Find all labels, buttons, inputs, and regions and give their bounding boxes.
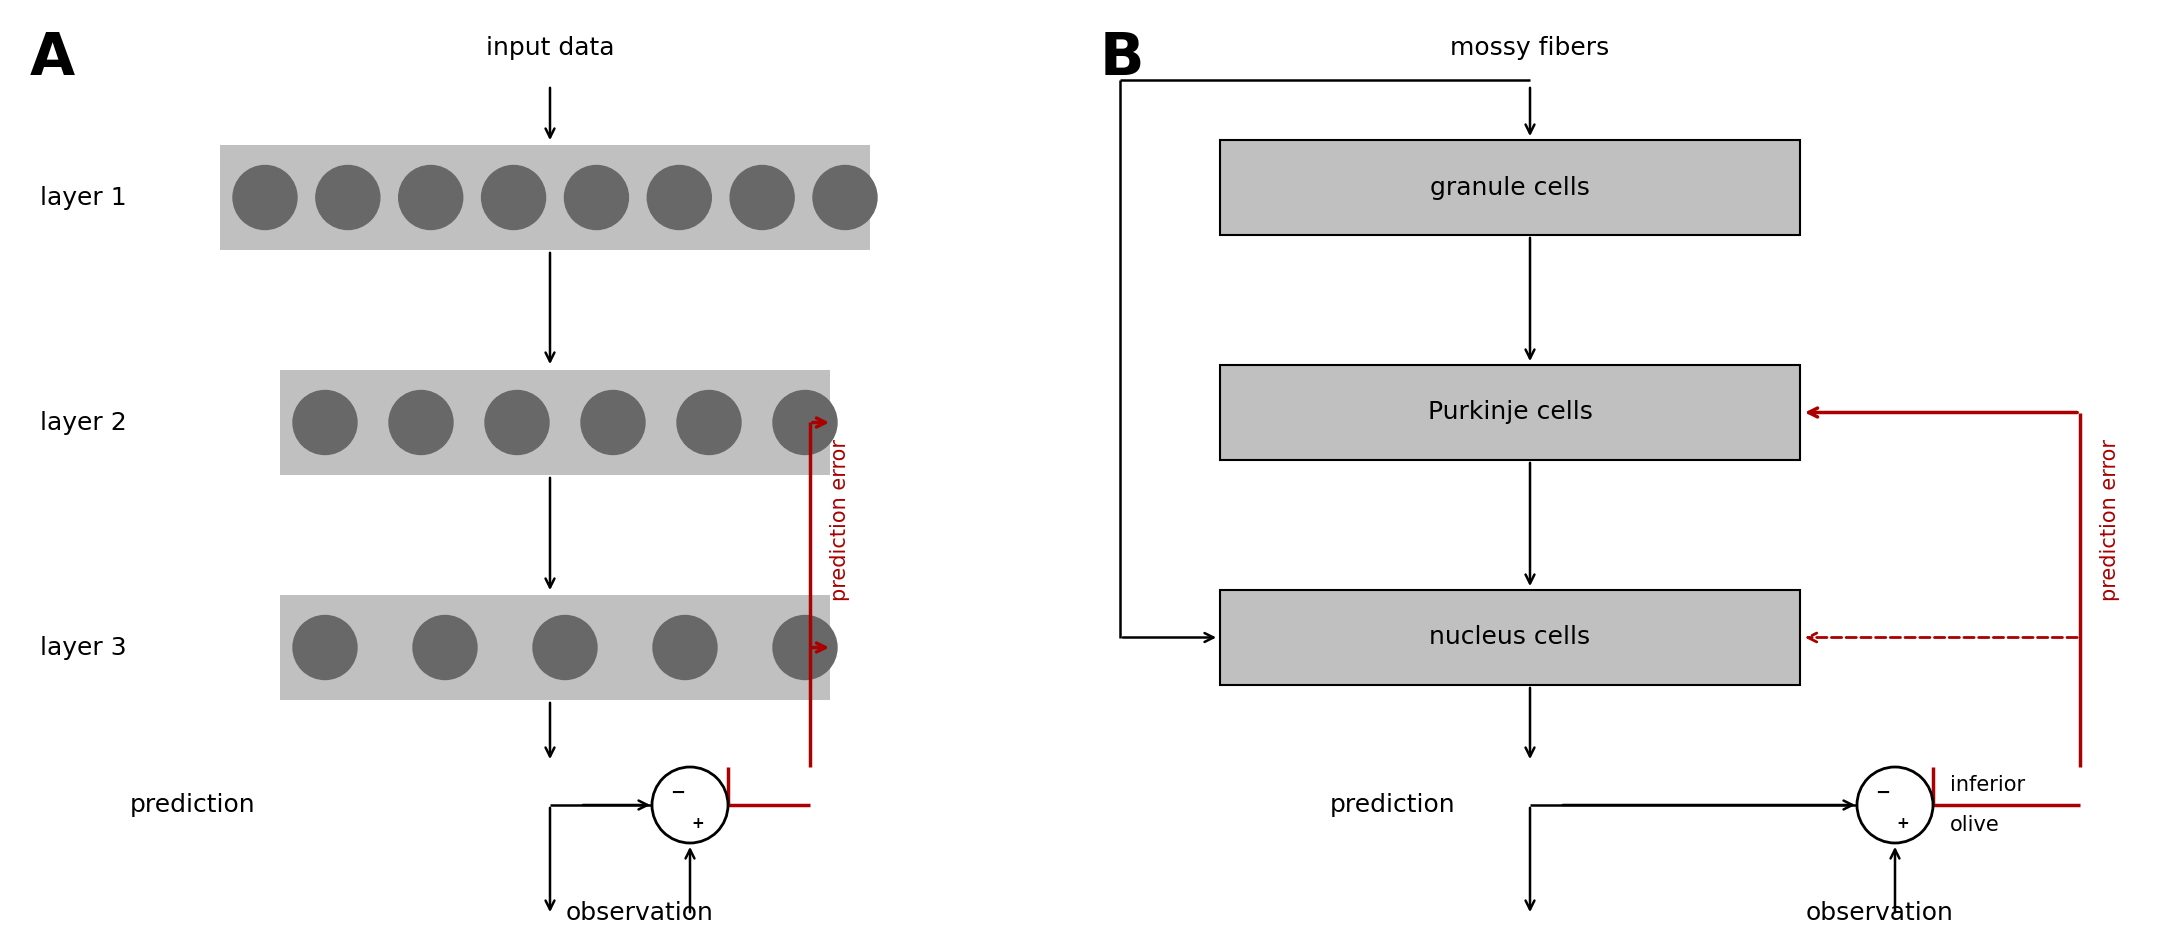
Circle shape	[388, 390, 454, 455]
FancyBboxPatch shape	[220, 145, 871, 250]
Circle shape	[731, 165, 794, 229]
Text: Purkinje cells: Purkinje cells	[1427, 400, 1593, 425]
Circle shape	[565, 165, 628, 229]
Circle shape	[772, 390, 838, 455]
Text: B: B	[1100, 30, 1146, 87]
FancyBboxPatch shape	[1220, 140, 1800, 235]
Text: observation: observation	[565, 901, 714, 925]
Text: A: A	[31, 30, 74, 87]
Text: inferior: inferior	[1951, 775, 2025, 795]
Circle shape	[648, 165, 711, 229]
Circle shape	[482, 165, 546, 229]
Circle shape	[233, 165, 297, 229]
Circle shape	[412, 616, 478, 680]
Circle shape	[292, 616, 358, 680]
Circle shape	[652, 616, 718, 680]
Text: input data: input data	[487, 36, 615, 60]
Text: +: +	[1896, 816, 1909, 831]
Text: nucleus cells: nucleus cells	[1429, 625, 1591, 650]
Text: prediction: prediction	[131, 793, 255, 817]
Text: granule cells: granule cells	[1429, 176, 1591, 199]
Circle shape	[772, 616, 838, 680]
Text: prediction error: prediction error	[829, 439, 851, 601]
Text: layer 3: layer 3	[39, 636, 127, 660]
FancyBboxPatch shape	[1220, 590, 1800, 685]
Text: −: −	[670, 784, 685, 802]
Text: observation: observation	[1807, 901, 1953, 925]
Circle shape	[676, 390, 742, 455]
Circle shape	[316, 165, 380, 229]
Circle shape	[532, 616, 598, 680]
Text: prediction: prediction	[1331, 793, 1455, 817]
Circle shape	[814, 165, 877, 229]
Text: olive: olive	[1951, 815, 1999, 835]
Text: +: +	[692, 816, 705, 831]
Text: layer 2: layer 2	[39, 411, 127, 435]
Text: −: −	[1877, 784, 1890, 802]
FancyBboxPatch shape	[1220, 365, 1800, 460]
Circle shape	[580, 390, 646, 455]
Circle shape	[292, 390, 358, 455]
FancyBboxPatch shape	[279, 370, 829, 475]
Text: mossy fibers: mossy fibers	[1451, 36, 1610, 60]
Circle shape	[399, 165, 463, 229]
Circle shape	[1857, 767, 1933, 843]
Text: layer 1: layer 1	[39, 186, 127, 210]
Circle shape	[484, 390, 550, 455]
Circle shape	[652, 767, 729, 843]
FancyBboxPatch shape	[279, 595, 829, 700]
Text: prediction error: prediction error	[2099, 439, 2121, 601]
